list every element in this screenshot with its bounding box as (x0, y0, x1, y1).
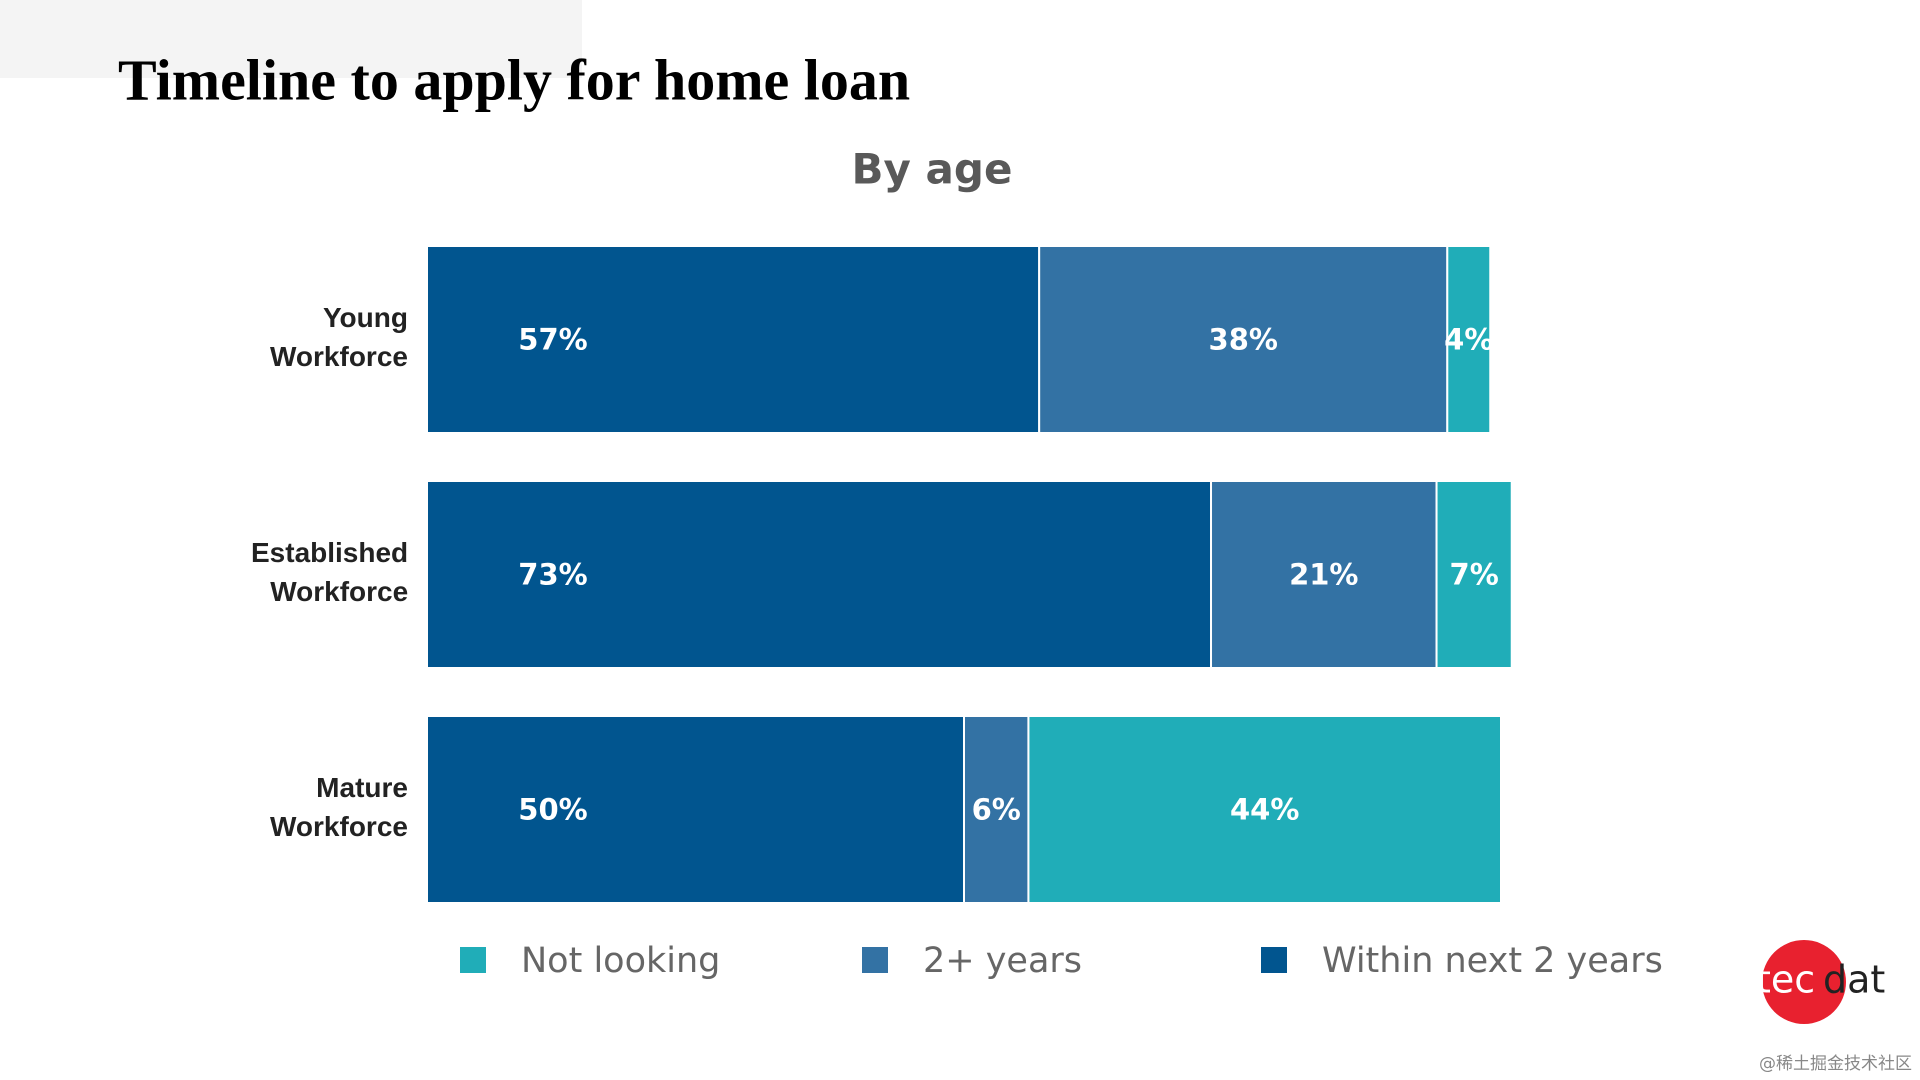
bar-segment (963, 715, 1030, 904)
bar-segment (1435, 480, 1513, 669)
data-label: 44% (1230, 793, 1299, 827)
legend-swatch (862, 947, 888, 973)
credit: @稀土掘金技术社区 (1759, 1054, 1912, 1074)
data-label: 6% (972, 793, 1021, 827)
data-label: 73% (518, 558, 587, 592)
bar-segment (426, 480, 1213, 669)
data-label: 38% (1209, 323, 1278, 357)
logo-badge (1762, 940, 1846, 1024)
bar-segment (1027, 715, 1502, 904)
bar-segment (1038, 245, 1449, 434)
legend-label: Within next 2 years (1322, 941, 1663, 981)
category-label: Young Workforce (270, 301, 408, 372)
legend-swatch (460, 947, 486, 973)
bar-segment (1446, 245, 1492, 434)
bar-segment (426, 715, 965, 904)
logo-left: tec (1756, 958, 1815, 1002)
legend-label: Not looking (521, 941, 720, 981)
data-label: 21% (1289, 558, 1358, 592)
legend-swatch (1261, 947, 1287, 973)
data-label: 4% (1444, 323, 1493, 357)
chart-subtitle: By age (852, 145, 1013, 194)
bar-segment (1210, 480, 1438, 669)
category-label: Established Workforce (251, 536, 409, 607)
data-label: 50% (518, 793, 587, 827)
legend-label: 2+ years (923, 941, 1082, 981)
data-label: 57% (518, 323, 587, 357)
corner-panel (0, 0, 582, 78)
data-label: 7% (1450, 558, 1499, 592)
logo-right: dat (1823, 958, 1885, 1002)
chart-title: Timeline to apply for home loan (118, 47, 910, 112)
category-label: Mature Workforce (270, 771, 408, 842)
